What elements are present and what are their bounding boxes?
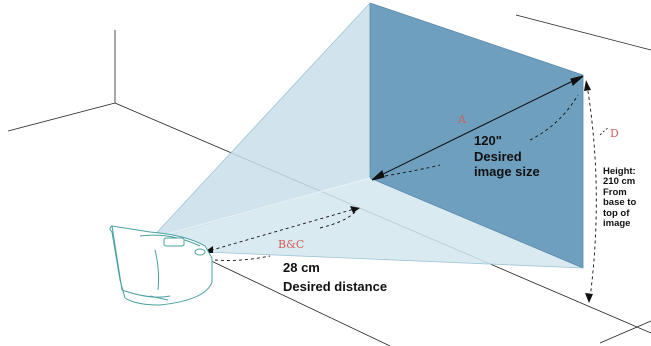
distance-arrowhead-right [350,206,360,213]
room-right-floor-edge [599,320,651,344]
leader-bc [214,255,271,261]
label-d: D [610,127,619,140]
beam-edge-bottom [204,251,584,269]
height-line2: 210 cm [603,176,635,187]
projector-side-panel [154,249,160,291]
image-size-line2: image size [474,164,540,179]
height-line4: base to [603,197,636,208]
height-line6: image [603,218,630,229]
diagonal-arrow-a [371,75,584,181]
projector-illustration [109,225,213,306]
height-line3: From [603,187,627,198]
dashed-leaders [204,84,597,299]
floor-line-under-projector [204,257,391,346]
beam-center-ray [159,177,371,237]
projector-body [109,225,213,306]
projector-top-ridge [139,234,201,247]
projector-front-edge [111,225,171,298]
distance-value: 28 cm [283,260,320,275]
diagonal-arrowhead-bottom [371,170,385,181]
image-size-line1: Desired [474,149,522,164]
height-line1: Height: [603,166,636,177]
projector-lens [194,248,206,256]
diagonal-arrowhead-top [570,75,584,86]
room-right-ceiling-edge [515,14,651,51]
label-a: A [457,113,467,126]
room-left-floor-edge [7,102,116,132]
projection-beam [147,2,584,269]
distance-arrow-line [204,207,359,253]
diagonal-line [374,77,580,179]
height-arrowhead-top [584,80,591,91]
height-arrow-line [586,84,597,299]
leader-to-diagonal [529,94,579,141]
beam-edge-top [147,2,371,243]
leader-to-distance [319,211,356,229]
beam-lower-face [148,178,583,268]
projector-base-line [149,295,169,301]
height-line5: top of [603,208,630,219]
image-size-value: 120" [474,133,502,148]
leader-diagonal-text [384,164,441,177]
height-arrowhead-bottom [585,293,593,303]
projector-control-panel [163,237,185,247]
label-bc: B&C [278,238,304,251]
leader-d [599,127,609,136]
distance-caption: Desired distance [283,279,387,294]
